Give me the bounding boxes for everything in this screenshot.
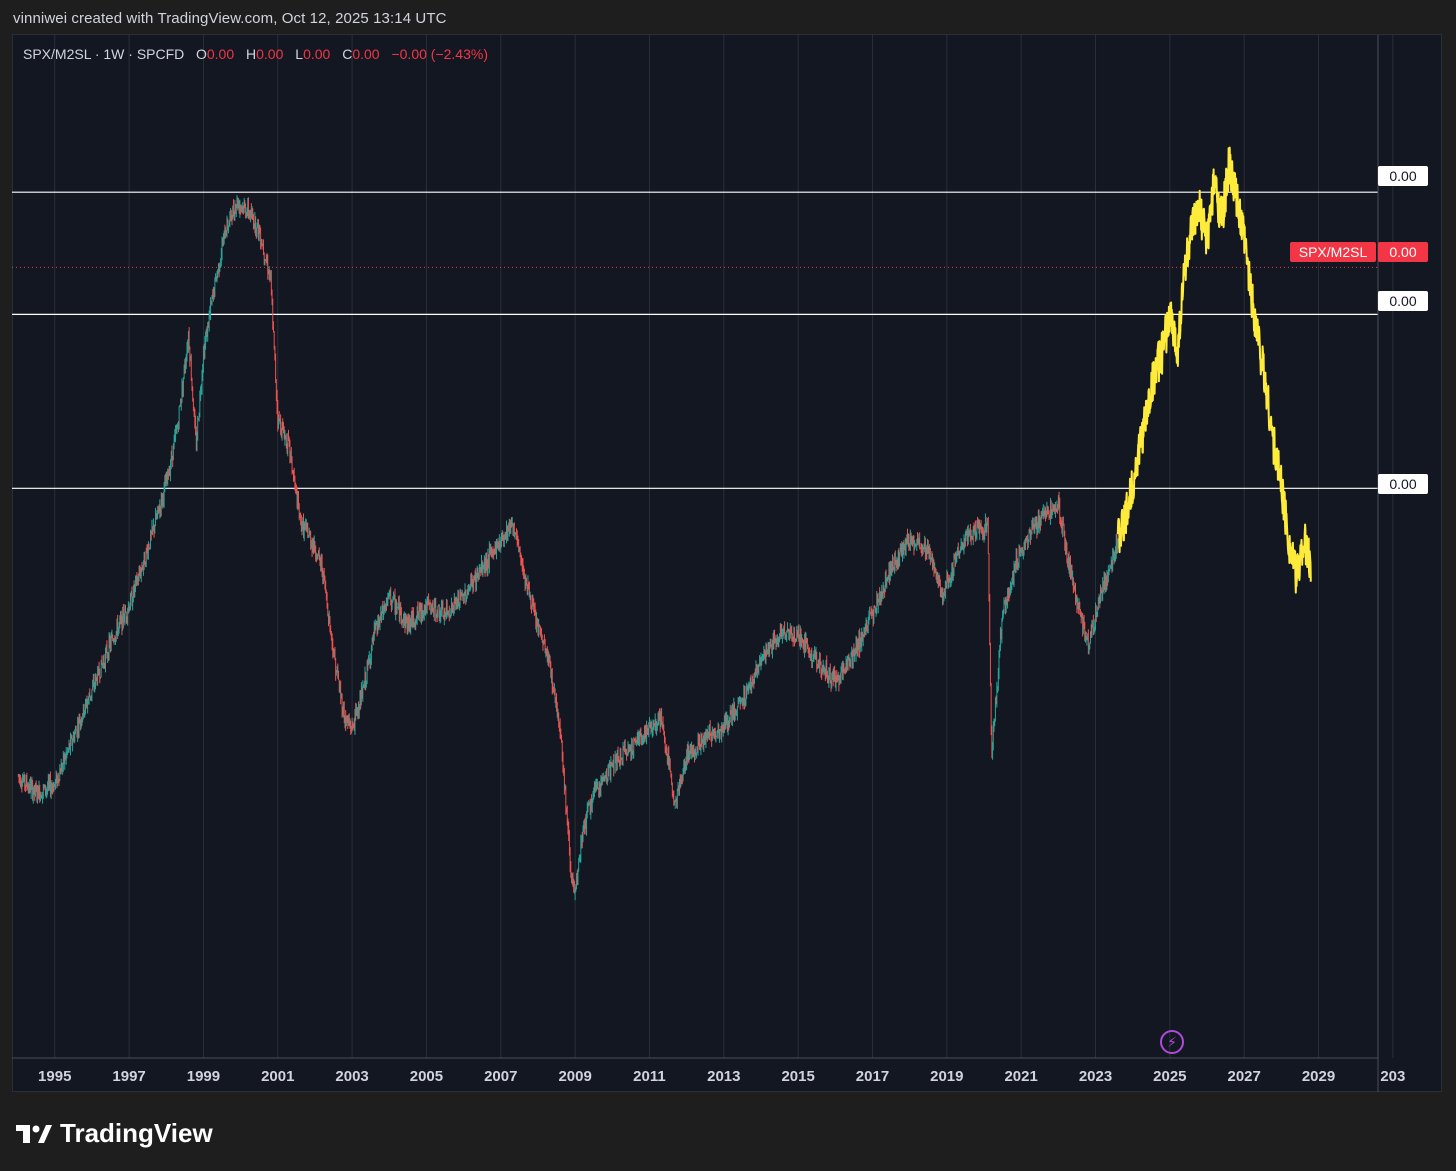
x-tick-2007: 2007 <box>484 1068 518 1085</box>
legend-low-value: 0.00 <box>303 46 331 62</box>
chart-credit: vinniwei created with TradingView.com, O… <box>13 10 447 27</box>
horizontal-lines <box>12 191 1378 489</box>
x-tick-2017: 2017 <box>855 1068 890 1085</box>
legend-open-value: 0.00 <box>206 46 235 62</box>
tradingview-logo-text: TradingView <box>60 1118 213 1148</box>
x-tick-2027: 2027 <box>1227 1068 1261 1085</box>
legend-open-label: O <box>195 46 207 62</box>
grid-lines <box>54 35 1394 1058</box>
projection-line <box>1116 146 1312 594</box>
x-tick-2019: 2019 <box>930 1068 964 1085</box>
price-tag-top[interactable]: 0.00 <box>1378 166 1428 186</box>
x-tick-2005: 2005 <box>409 1068 444 1085</box>
x-tick-2029: 2029 <box>1301 1068 1336 1085</box>
x-tick-1997: 1997 <box>112 1068 146 1085</box>
tradingview-logo-icon <box>16 1124 52 1143</box>
x-tick-2023: 2023 <box>1078 1068 1113 1085</box>
legend-close-value: 0.00 <box>352 46 380 62</box>
price-tag-low[interactable]: 0.00 <box>1378 474 1428 494</box>
x-tick-2021: 2021 <box>1004 1068 1038 1085</box>
x-tick-203: 203 <box>1380 1068 1406 1085</box>
x-tick-1995: 1995 <box>38 1068 72 1085</box>
legend-low-label: L <box>295 46 304 62</box>
legend-high-label: H <box>246 46 257 62</box>
x-tick-2013: 2013 <box>707 1068 741 1085</box>
price-tag-series-name: SPX/M2SL <box>1290 242 1376 262</box>
x-tick-2009: 2009 <box>558 1068 592 1085</box>
x-tick-2025: 2025 <box>1153 1068 1187 1085</box>
x-tick-2015: 2015 <box>781 1068 815 1085</box>
x-tick-2003: 2003 <box>335 1068 369 1085</box>
x-tick-2011: 2011 <box>633 1068 666 1085</box>
tradingview-logo[interactable]: TradingView <box>16 1118 213 1149</box>
x-tick-1999: 1999 <box>186 1068 221 1085</box>
lightning-icon[interactable]: ⚡ <box>1160 1030 1184 1054</box>
legend-symbol: SPX/M2SL · 1W · SPCFD <box>23 46 185 62</box>
legend-change: −0.00 (−2.43%) <box>391 46 488 62</box>
legend-high-value: 0.00 <box>256 46 284 62</box>
chart-legend: SPX/M2SL · 1W · SPCFD O0.00 H0.00 L0.00 … <box>23 46 488 62</box>
price-tag-mid[interactable]: 0.00 <box>1378 291 1428 311</box>
projection-series-line[interactable] <box>1116 146 1312 594</box>
price-tag-series-value[interactable]: 0.00 <box>1378 242 1428 262</box>
legend-close-label: C <box>342 46 353 62</box>
candles <box>17 195 1129 901</box>
x-tick-2001: 2001 <box>261 1068 295 1085</box>
